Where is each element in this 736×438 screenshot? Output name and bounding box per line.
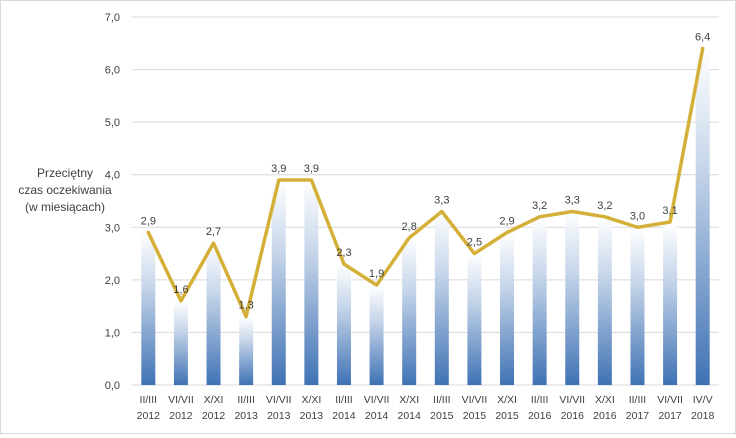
x-axis-ticks: II/III 2012 VI/VII 2012 X/XI 2012 II/III 2013 VI…: [137, 394, 715, 422]
bars: [141, 48, 710, 386]
x-tick-year: 2015: [430, 410, 454, 422]
bar: [141, 232, 156, 385]
data-label: 3,9: [271, 163, 286, 175]
x-tick-period: VI/VII: [559, 394, 585, 406]
x-tick-year: 2012: [202, 410, 226, 422]
x-tick-year: 2015: [463, 410, 487, 422]
x-tick-period: II/III: [140, 394, 158, 406]
x-tick-year: 2015: [495, 410, 519, 422]
data-label: 3,1: [662, 205, 677, 217]
x-tick-year: 2012: [169, 410, 193, 422]
bar: [434, 211, 449, 385]
x-tick-period: II/III: [433, 394, 451, 406]
bar: [304, 179, 319, 385]
bar: [467, 253, 482, 385]
x-tick-year: 2014: [398, 410, 422, 422]
x-tick-period: VI/VII: [462, 394, 488, 406]
x-tick-period: II/III: [237, 394, 255, 406]
trend-line: [146, 46, 705, 319]
data-label: 2,7: [206, 226, 221, 238]
bar: [369, 285, 384, 385]
x-tick-year: 2016: [528, 410, 552, 422]
bar: [630, 227, 645, 385]
x-tick-period: VI/VII: [364, 394, 390, 406]
x-tick-period: II/III: [629, 394, 647, 406]
data-label: 2,3: [336, 247, 351, 259]
y-tick-label: 1,0: [105, 327, 120, 339]
bar: [336, 264, 351, 385]
x-tick-period: II/III: [335, 394, 353, 406]
x-tick-year: 2017: [626, 410, 650, 422]
x-tick-period: VI/VII: [657, 394, 683, 406]
bar: [663, 222, 678, 385]
data-label: 2,9: [141, 216, 156, 228]
y-axis-title-line: (w miesiącach): [25, 200, 105, 214]
series-line: [146, 46, 705, 319]
y-axis-title-line: czas oczekiwania: [18, 183, 112, 197]
bar: [402, 237, 417, 385]
x-tick-period: X/XI: [595, 394, 615, 406]
x-tick-period: II/III: [531, 394, 549, 406]
y-axis-ticks: 0,0 1,0 2,0 3,0 4,0 5,0 6,0 7,0: [105, 12, 120, 392]
y-tick-label: 3,0: [105, 222, 120, 234]
y-axis-title: Przeciętny czas oczekiwania (w miesiącach): [18, 166, 112, 214]
data-label: 3,3: [434, 195, 449, 207]
x-tick-year: 2016: [593, 410, 617, 422]
bar: [500, 232, 515, 385]
data-label: 1,3: [238, 300, 253, 312]
data-label: 6,4: [695, 32, 710, 44]
bar: [565, 211, 580, 385]
x-tick-year: 2012: [137, 410, 161, 422]
y-axis-title-line: Przeciętny: [37, 166, 93, 180]
data-label: 2,5: [467, 237, 482, 249]
value-labels: 2,9 1,6 2,7 1,3 3,9 3,9 2,3 1,9 2,8 3,3 2,5 2,9 3,2 3…: [141, 32, 711, 312]
y-tick-label: 0,0: [105, 380, 120, 392]
x-tick-period: IV/V: [693, 394, 713, 406]
x-tick-period: X/XI: [399, 394, 419, 406]
data-label: 3,0: [630, 210, 645, 222]
bar: [695, 48, 710, 386]
x-tick-year: 2014: [332, 410, 356, 422]
x-tick-year: 2014: [365, 410, 389, 422]
x-tick-period: X/XI: [301, 394, 321, 406]
bar: [206, 243, 221, 385]
x-tick-period: X/XI: [204, 394, 224, 406]
x-tick-year: 2013: [267, 410, 291, 422]
y-tick-label: 4,0: [105, 170, 120, 182]
x-tick-year: 2018: [691, 410, 715, 422]
x-tick-year: 2013: [300, 410, 324, 422]
y-tick-label: 6,0: [105, 65, 120, 77]
y-tick-label: 5,0: [105, 117, 120, 129]
data-label: 3,9: [304, 163, 319, 175]
bar: [173, 300, 188, 385]
x-tick-year: 2017: [658, 410, 682, 422]
bar: [532, 216, 547, 385]
y-tick-label: 7,0: [105, 12, 120, 24]
data-label: 3,2: [597, 200, 612, 212]
data-label: 2,9: [499, 216, 514, 228]
data-label: 1,9: [369, 268, 384, 280]
data-label: 2,8: [402, 221, 417, 233]
x-tick-year: 2013: [234, 410, 258, 422]
x-tick-period: X/XI: [497, 394, 517, 406]
x-tick-period: VI/VII: [266, 394, 292, 406]
y-tick-label: 2,0: [105, 275, 120, 287]
x-tick-year: 2016: [561, 410, 585, 422]
data-label: 1,6: [173, 284, 188, 296]
data-label: 3,2: [532, 200, 547, 212]
data-label: 3,3: [565, 195, 580, 207]
bar: [597, 216, 612, 385]
x-tick-period: VI/VII: [168, 394, 194, 406]
bar: [271, 179, 286, 385]
bar: [239, 316, 254, 385]
